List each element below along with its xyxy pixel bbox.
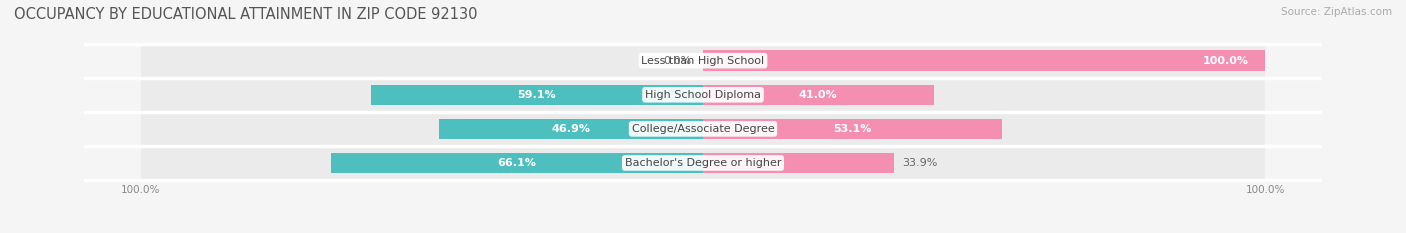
Bar — [703, 85, 934, 105]
Bar — [141, 147, 1265, 179]
Bar — [703, 119, 1001, 139]
Text: College/Associate Degree: College/Associate Degree — [631, 124, 775, 134]
Text: 53.1%: 53.1% — [834, 124, 872, 134]
Bar — [332, 153, 703, 173]
Text: Bachelor's Degree or higher: Bachelor's Degree or higher — [624, 158, 782, 168]
Text: Less than High School: Less than High School — [641, 56, 765, 66]
Bar — [703, 153, 894, 173]
Text: Source: ZipAtlas.com: Source: ZipAtlas.com — [1281, 7, 1392, 17]
Bar — [371, 85, 703, 105]
Text: 66.1%: 66.1% — [498, 158, 537, 168]
Bar — [141, 79, 1265, 111]
Text: 46.9%: 46.9% — [551, 124, 591, 134]
Bar — [141, 45, 1265, 77]
Text: 59.1%: 59.1% — [517, 90, 557, 100]
Bar — [439, 119, 703, 139]
Text: 41.0%: 41.0% — [799, 90, 838, 100]
Bar — [141, 113, 1265, 145]
Text: High School Diploma: High School Diploma — [645, 90, 761, 100]
Text: OCCUPANCY BY EDUCATIONAL ATTAINMENT IN ZIP CODE 92130: OCCUPANCY BY EDUCATIONAL ATTAINMENT IN Z… — [14, 7, 478, 22]
Text: 33.9%: 33.9% — [903, 158, 938, 168]
Bar — [703, 51, 1265, 71]
Text: 0.0%: 0.0% — [664, 56, 692, 66]
Text: 100.0%: 100.0% — [1202, 56, 1249, 66]
